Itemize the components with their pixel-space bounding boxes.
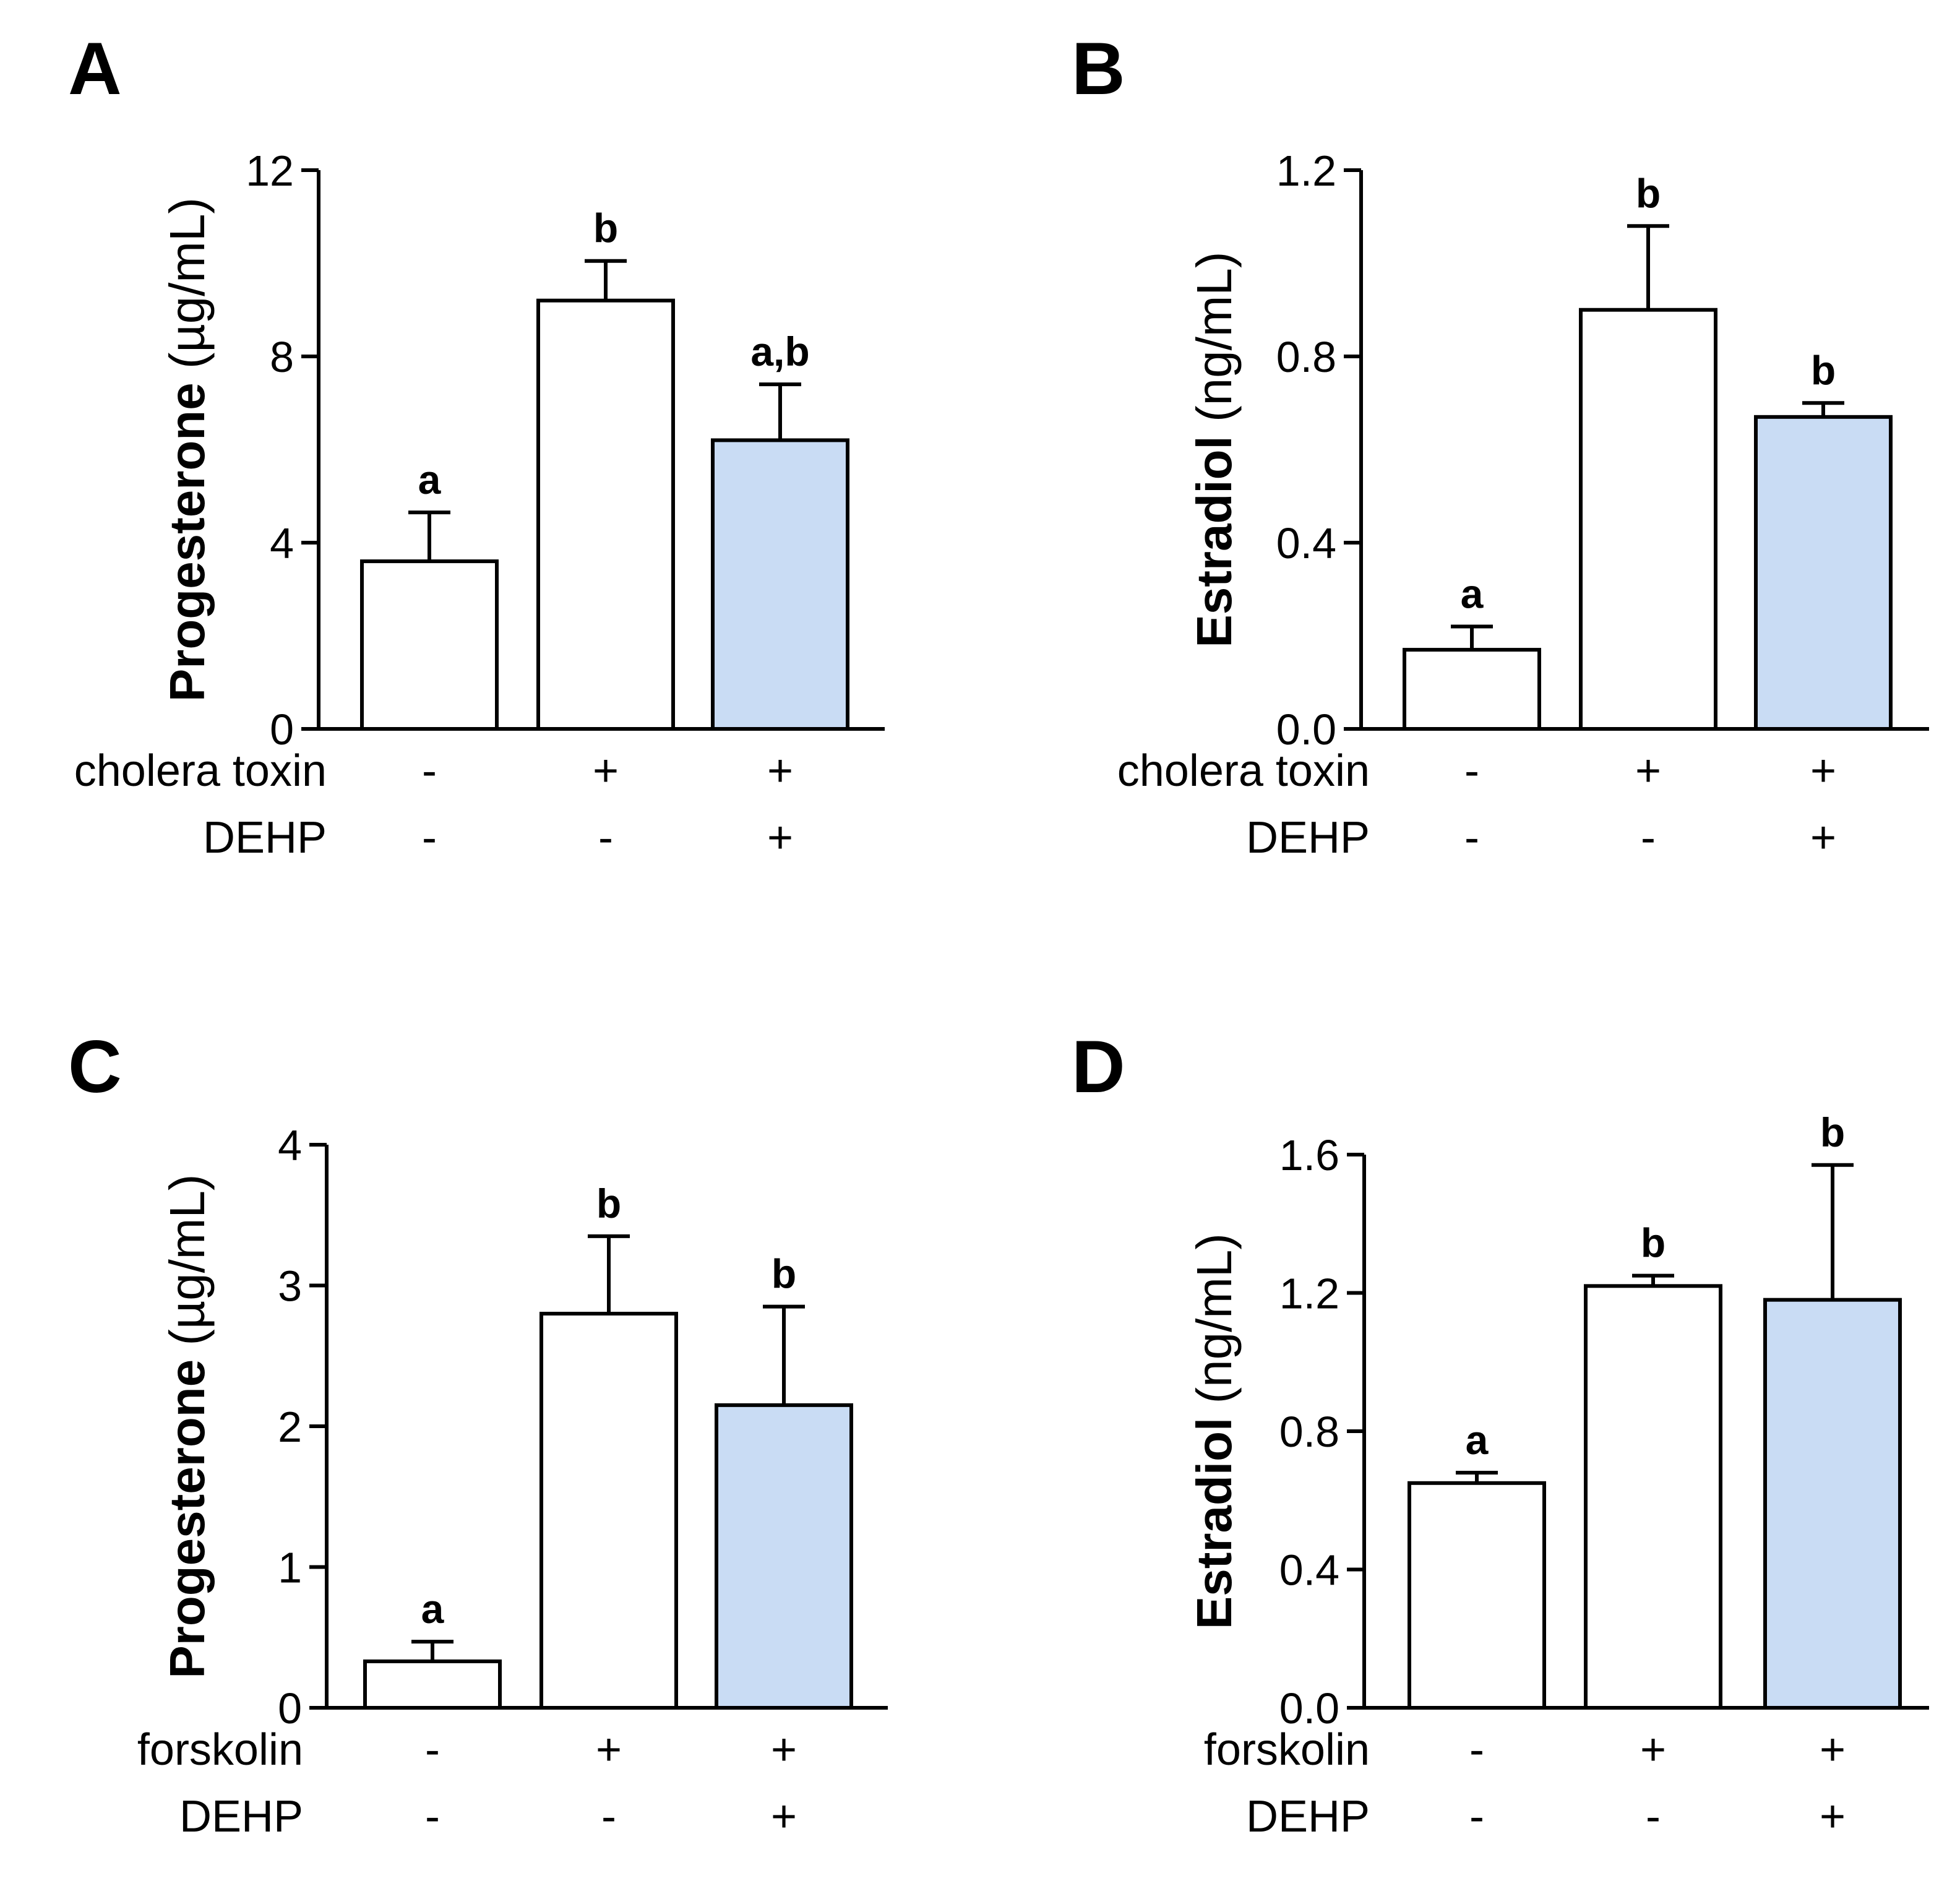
y-axis-title-main: Progesterone: [160, 382, 215, 702]
significance-label: a: [418, 457, 442, 502]
condition-sign: +: [1810, 813, 1836, 863]
condition-sign: +: [1820, 1792, 1846, 1841]
bar: [1403, 648, 1541, 731]
condition-sign: -: [1641, 813, 1656, 863]
condition-sign: +: [767, 813, 793, 863]
condition-sign: +: [767, 746, 793, 796]
y-tick-label: 1.6: [1279, 1131, 1339, 1179]
panel-letter: C: [68, 1025, 122, 1108]
significance-label: b: [1636, 170, 1661, 216]
y-tick-label: 0.4: [1279, 1546, 1339, 1595]
y-tick-label: 0: [278, 1684, 302, 1733]
condition-sign: -: [1464, 746, 1479, 796]
y-axis-title: Progesterone (µg/mL): [160, 1174, 215, 1678]
condition-sign: +: [593, 746, 619, 796]
y-axis-title-main: Estradiol: [1187, 1418, 1242, 1629]
panel-c: C 0 1 2 3 4 Progesterone (µg/mL) a b b forskolin - +…: [68, 1025, 888, 1841]
condition-sign: -: [422, 813, 437, 863]
condition-sign: +: [596, 1725, 622, 1775]
condition-name: forskolin: [1204, 1725, 1370, 1775]
condition-name: forskolin: [137, 1725, 303, 1775]
condition-sign: -: [1469, 1792, 1484, 1841]
bar: [1408, 1481, 1546, 1710]
panel-a: A 0 4 8 12 Progesterone (µg/mL) a b a,b cholera t…: [68, 27, 885, 863]
condition-sign: -: [1469, 1725, 1484, 1775]
condition-sign: +: [1810, 746, 1836, 796]
significance-label: a: [421, 1586, 445, 1632]
panel-b: B 0.0 0.4 0.8 1.2 Estradiol (ng/mL) a b b cholera…: [1072, 27, 1929, 863]
condition-name: cholera toxin: [74, 746, 327, 796]
y-tick-label: 1.2: [1276, 147, 1336, 195]
condition-sign: -: [601, 1792, 616, 1841]
bar: [539, 1312, 678, 1710]
condition-sign: +: [1635, 746, 1661, 796]
y-tick-label: 2: [278, 1403, 302, 1451]
condition-sign: -: [425, 1792, 440, 1841]
y-axis-title-unit: (µg/mL): [160, 197, 215, 382]
condition-sign: -: [425, 1725, 440, 1775]
bar: [715, 1403, 853, 1710]
significance-label: a,b: [750, 329, 809, 374]
condition-name: DEHP: [1246, 1792, 1370, 1841]
condition-name: cholera toxin: [1117, 746, 1370, 796]
y-tick-label: 4: [270, 519, 294, 567]
bar: [1754, 415, 1893, 731]
significance-label: a: [1466, 1417, 1489, 1463]
condition-sign: -: [422, 746, 437, 796]
y-axis-title-main: Progesterone: [160, 1359, 215, 1679]
significance-label: b: [596, 1181, 621, 1226]
panel-letter: D: [1072, 1025, 1125, 1108]
panel-d: D 0.0 0.4 0.8 1.2 1.6 Estradiol (ng/mL) a b b fors…: [1072, 1025, 1929, 1841]
condition-sign: +: [771, 1792, 797, 1841]
bar: [536, 298, 675, 731]
significance-label: b: [1811, 347, 1836, 393]
bar: [363, 1659, 502, 1710]
y-axis-title-unit: (ng/mL): [1187, 1233, 1242, 1418]
condition-name: DEHP: [1246, 813, 1370, 863]
condition-sign: +: [771, 1725, 797, 1775]
y-tick-label: 0.0: [1276, 705, 1336, 754]
y-tick-label: 4: [278, 1121, 302, 1169]
bar: [711, 438, 849, 731]
panel-letter: A: [68, 27, 122, 110]
panel-letter: B: [1072, 27, 1125, 110]
bar: [360, 559, 499, 731]
bar: [1763, 1298, 1902, 1710]
y-axis-title-unit: (ng/mL): [1187, 251, 1242, 436]
y-tick-label: 0.8: [1279, 1408, 1339, 1456]
y-tick-label: 1.2: [1279, 1270, 1339, 1318]
condition-sign: -: [1464, 813, 1479, 863]
condition-name: DEHP: [179, 1792, 303, 1841]
y-axis-title: Estradiol (ng/mL): [1187, 251, 1242, 647]
significance-label: a: [1461, 571, 1484, 616]
condition-sign: -: [598, 813, 613, 863]
y-tick-label: 0.8: [1276, 333, 1336, 381]
condition-name: DEHP: [203, 813, 327, 863]
y-tick-label: 8: [270, 333, 294, 381]
significance-label: b: [1641, 1220, 1666, 1266]
y-tick-label: 0.4: [1276, 519, 1336, 567]
bar: [1579, 308, 1717, 731]
significance-label: b: [1820, 1109, 1845, 1155]
y-tick-label: 1: [278, 1544, 302, 1592]
y-axis-title-main: Estradiol: [1187, 436, 1242, 647]
significance-label: b: [772, 1251, 796, 1297]
bar: [1584, 1284, 1722, 1710]
y-tick-label: 3: [278, 1262, 302, 1311]
condition-sign: -: [1646, 1792, 1661, 1841]
y-axis-title: Progesterone (µg/mL): [160, 197, 215, 702]
y-axis-title: Estradiol (ng/mL): [1187, 1233, 1242, 1629]
significance-label: b: [593, 205, 618, 251]
condition-sign: +: [1820, 1725, 1846, 1775]
condition-sign: +: [1640, 1725, 1666, 1775]
y-axis-title-unit: (µg/mL): [160, 1174, 215, 1359]
y-tick-label: 12: [246, 147, 294, 195]
y-tick-label: 0: [270, 705, 294, 754]
y-tick-label: 0.0: [1279, 1684, 1339, 1733]
